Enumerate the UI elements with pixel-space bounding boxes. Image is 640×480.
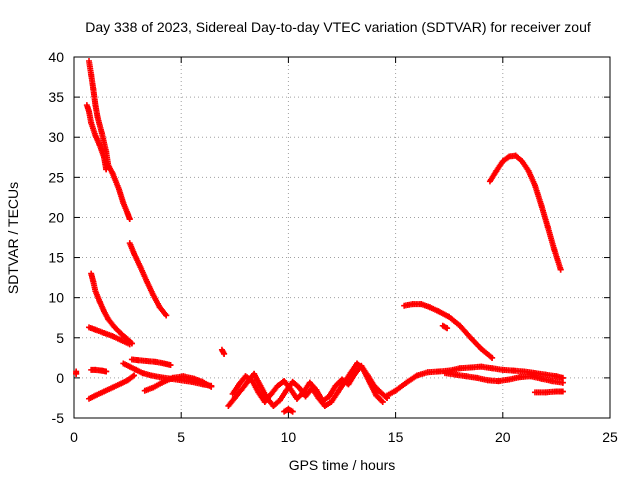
series-arc-a [86, 58, 133, 223]
data-point [131, 372, 138, 379]
series-arc-n [281, 406, 296, 415]
data-point [444, 325, 451, 332]
data-point [73, 370, 80, 377]
series-arc-j [73, 368, 80, 377]
series-arc-i [120, 360, 215, 389]
series-arc-b [126, 240, 170, 319]
axis-ticks [73, 56, 611, 419]
y-tick-label: 15 [48, 250, 64, 266]
data-point [489, 354, 496, 361]
y-tick-label: 0 [56, 370, 64, 386]
data-point [167, 362, 174, 369]
data-point [557, 266, 564, 273]
data-point [126, 216, 133, 223]
data-points [73, 58, 566, 415]
data-point [103, 166, 110, 173]
series-arc-q [531, 388, 566, 396]
data-point [103, 368, 110, 375]
data-point [221, 350, 228, 357]
x-tick-label: 25 [602, 429, 618, 445]
y-tick-labels: -5 0 5 10 15 20 25 30 35 40 [48, 49, 64, 426]
data-point [208, 382, 215, 389]
series-arc-r [401, 301, 496, 361]
data-point [163, 312, 170, 319]
series-arc-s [439, 322, 451, 332]
x-axis-label: GPS time / hours [289, 457, 396, 473]
series-arc-t [486, 152, 564, 273]
y-tick-label: 35 [48, 89, 64, 105]
y-tick-label: 40 [48, 49, 64, 65]
y-tick-label: 25 [48, 169, 64, 185]
x-tick-labels: 0 5 10 15 20 25 [70, 429, 618, 445]
series-arc-p [441, 370, 566, 386]
chart-title: Day 338 of 2023, Sidereal Day-to-day VTE… [85, 19, 591, 35]
data-point [559, 388, 566, 395]
series-arc-k [218, 346, 228, 357]
y-axis-label: SDTVAR / TECUs [5, 182, 21, 294]
x-tick-label: 10 [281, 429, 297, 445]
data-point [126, 341, 133, 348]
series-arc-e [128, 356, 174, 369]
series-arc-h [88, 366, 110, 375]
y-tick-label: 30 [48, 129, 64, 145]
y-tick-label: 10 [48, 290, 64, 306]
y-tick-label: -5 [52, 410, 65, 426]
series-arc-m [229, 362, 391, 405]
x-tick-label: 0 [70, 429, 78, 445]
x-tick-label: 15 [388, 429, 404, 445]
series-arc-d [86, 324, 133, 348]
series-arc-a2 [83, 102, 110, 173]
data-point [289, 408, 296, 415]
data-point [379, 398, 386, 405]
plot-frame [73, 56, 611, 419]
y-tick-label: 20 [48, 209, 64, 225]
series-arc-f [86, 372, 138, 402]
x-tick-label: 5 [177, 429, 185, 445]
data-point [559, 379, 566, 386]
x-tick-label: 20 [495, 429, 511, 445]
y-tick-label: 5 [56, 330, 64, 346]
series-arc-o [384, 363, 566, 399]
